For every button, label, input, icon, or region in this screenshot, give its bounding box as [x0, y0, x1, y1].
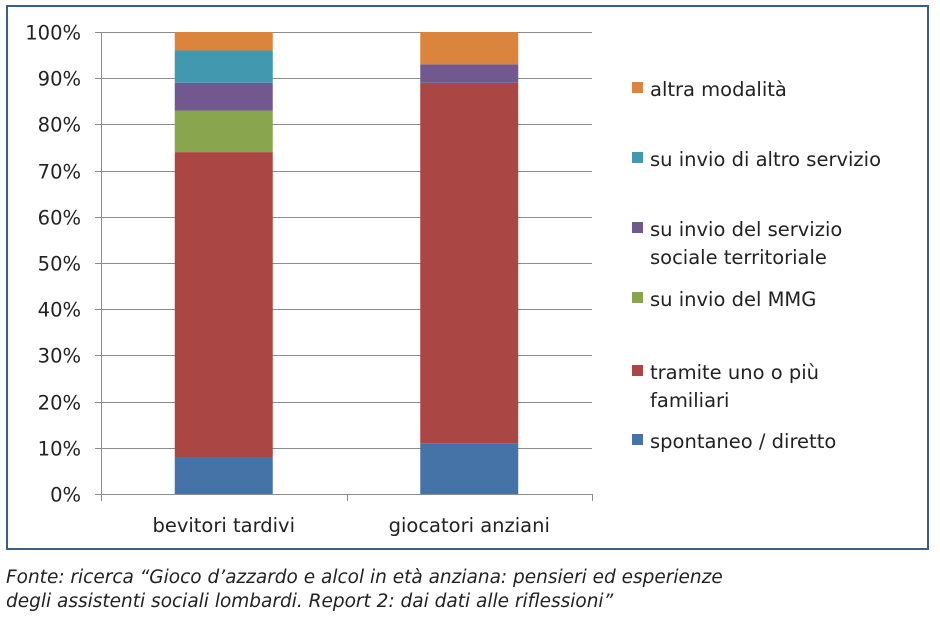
- legend-label: su invio del servizio: [650, 218, 842, 241]
- legend: altra modalità su invio di altro servizio…: [632, 78, 881, 453]
- bar-segment: [174, 82, 273, 111]
- x-tick-label: bevitori tardivi: [152, 514, 295, 537]
- bar-segment: [420, 443, 519, 494]
- chart-frame: [6, 5, 929, 550]
- y-tick-label: 70%: [38, 161, 81, 184]
- legend-swatch: [632, 292, 643, 303]
- legend-swatch: [632, 434, 643, 445]
- y-tick-label: 30%: [38, 345, 81, 368]
- x-tick-label: giocatori anziani: [389, 514, 550, 537]
- bar-segment: [174, 152, 273, 458]
- legend-swatch: [632, 82, 643, 93]
- legend-swatch: [632, 152, 643, 163]
- caption-line-1: Fonte: ricerca “Gioco d’azzardo e alcol …: [6, 567, 723, 588]
- stacked-bar-chart: 0% 10% 20% 30% 40% 50% 60% 70% 80% 90% 100% bevitor…: [25, 22, 881, 538]
- legend-swatch: [632, 365, 643, 376]
- legend-label: sociale territoriale: [650, 246, 827, 269]
- bar-segment: [420, 64, 519, 83]
- caption-line-2: degli assistenti sociali lombardi. Repor…: [6, 591, 614, 612]
- y-tick-label: 10%: [38, 438, 81, 461]
- bar-segment: [420, 82, 519, 444]
- y-tick-label: 90%: [38, 68, 81, 91]
- bar-segment: [174, 110, 273, 153]
- legend-label: su invio del MMG: [650, 288, 816, 311]
- y-tick-label: 20%: [38, 392, 81, 415]
- legend-label: altra modalità: [650, 78, 787, 101]
- y-tick-label: 50%: [38, 253, 81, 276]
- bars: [174, 32, 519, 494]
- bar-segment: [420, 32, 519, 65]
- y-tick-label: 0%: [50, 484, 81, 507]
- y-tick-label: 100%: [25, 22, 81, 45]
- y-tick-label: 40%: [38, 299, 81, 322]
- gridlines: [101, 32, 592, 495]
- y-tick-label: 60%: [38, 207, 81, 230]
- legend-label: tramite uno o più: [650, 361, 819, 384]
- legend-label: su invio di altro servizio: [650, 148, 881, 171]
- legend-label: spontaneo / diretto: [650, 430, 836, 453]
- y-tick-label: 80%: [38, 114, 81, 137]
- axes: 0% 10% 20% 30% 40% 50% 60% 70% 80% 90% 100% bevitor…: [25, 22, 593, 537]
- legend-swatch: [632, 222, 643, 233]
- bar-segment: [174, 457, 273, 494]
- bar-segment: [174, 50, 273, 83]
- source-caption: Fonte: ricerca “Gioco d’azzardo e alcol …: [6, 566, 931, 614]
- bar-segment: [174, 32, 273, 51]
- legend-label: familiari: [650, 389, 729, 412]
